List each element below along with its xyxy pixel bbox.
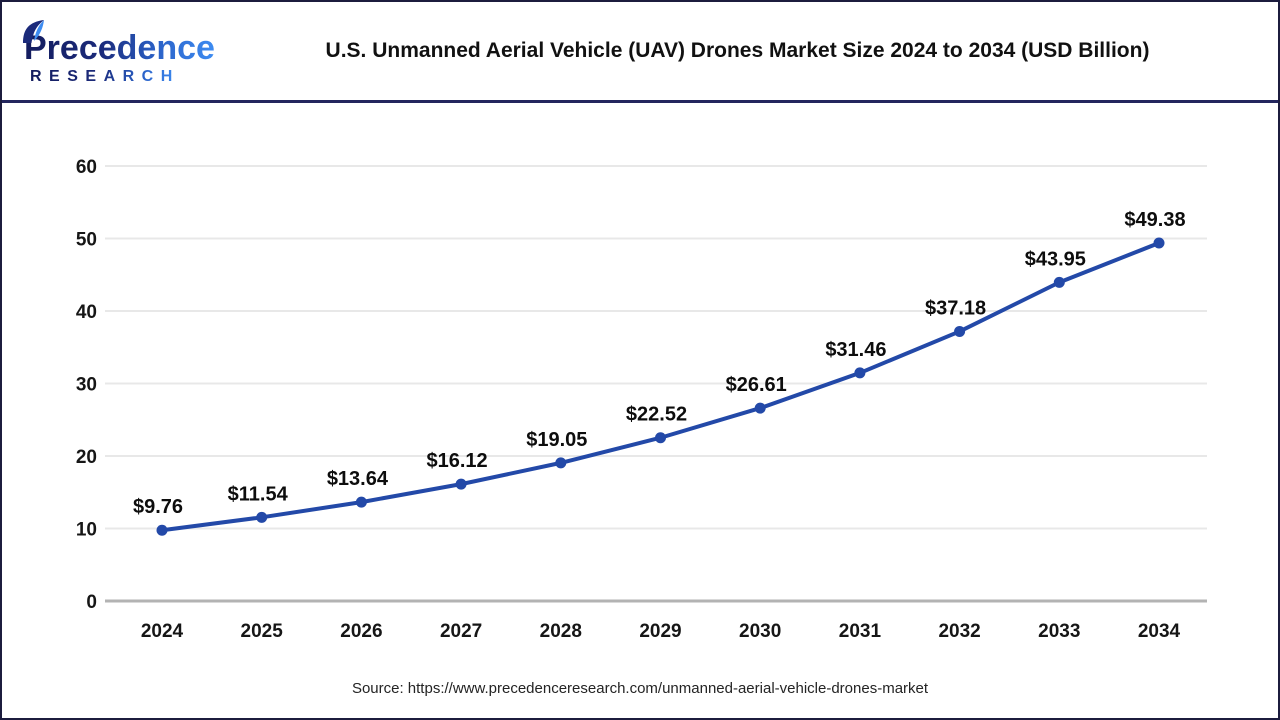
data-point [754, 402, 766, 414]
data-point [156, 524, 168, 536]
data-point [1153, 237, 1165, 249]
data-point-label: $31.46 [825, 339, 886, 361]
x-tick-label: 2027 [440, 621, 482, 642]
x-tick-label: 2028 [540, 621, 582, 642]
x-tick-label: 2032 [938, 621, 980, 642]
x-tick-label: 2031 [839, 621, 882, 642]
x-tick-label: 2034 [1138, 621, 1181, 642]
logo-brand-sub: RESEARCH [30, 68, 180, 85]
data-point [854, 367, 866, 379]
data-point [954, 325, 966, 337]
x-tick-label: 2024 [141, 621, 184, 642]
x-tick-label: 2026 [340, 621, 382, 642]
data-point-label: $19.05 [526, 429, 587, 451]
data-point-label: $9.76 [133, 496, 183, 518]
data-point [555, 457, 567, 469]
y-tick-label: 30 [76, 375, 97, 396]
data-point-label: $26.61 [726, 374, 787, 396]
source-attribution: Source: https://www.precedenceresearch.c… [351, 680, 929, 697]
x-tick-label: 2030 [739, 621, 781, 642]
data-point-label: $43.95 [1025, 248, 1086, 270]
data-point-label: $16.12 [427, 450, 488, 472]
data-point [256, 511, 268, 523]
x-tick-label: 2033 [1038, 621, 1080, 642]
data-point-label: $49.38 [1124, 209, 1185, 231]
y-tick-label: 0 [86, 592, 97, 613]
market-size-line [160, 240, 1161, 533]
precedence-research-logo: Precedence RESEARCH [2, 17, 237, 85]
data-point [1053, 276, 1065, 288]
logo-leaf-icon [23, 20, 44, 43]
logo-brand-name: Precedence [24, 29, 215, 67]
data-point [355, 496, 367, 508]
data-point [455, 478, 467, 490]
data-point-label: $22.52 [626, 404, 687, 426]
data-point-label: $11.54 [228, 483, 289, 505]
y-tick-label: 50 [76, 230, 97, 251]
y-tick-label: 10 [76, 520, 97, 541]
y-tick-label: 20 [76, 447, 97, 468]
page-title: U.S. Unmanned Aerial Vehicle (UAV) Drone… [325, 39, 1150, 62]
data-point [655, 432, 666, 444]
header-bar: Precedence RESEARCH U.S. Unmanned Aerial… [2, 2, 1278, 103]
x-tick-label: 2025 [241, 621, 284, 642]
y-tick-label: 40 [76, 302, 97, 323]
y-tick-label: 60 [76, 157, 97, 178]
x-tick-label: 2029 [639, 621, 681, 642]
data-point-label: $13.64 [327, 468, 389, 490]
data-point-label: $37.18 [925, 297, 986, 319]
